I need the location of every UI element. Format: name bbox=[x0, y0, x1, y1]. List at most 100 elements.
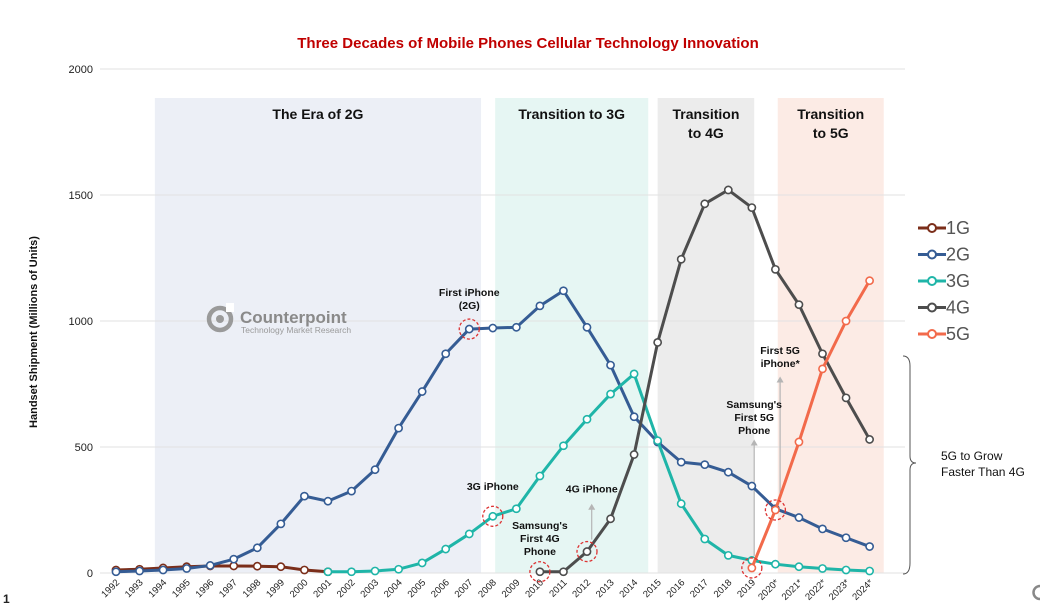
point-2g-2013 bbox=[606, 360, 615, 370]
x-tick-label-1992: 1992 bbox=[99, 577, 122, 600]
legend-swatch-marker-3g bbox=[927, 276, 937, 286]
legend-label-5g: 5G bbox=[946, 324, 970, 344]
point-3g-2001 bbox=[323, 567, 333, 577]
annotation-label-3-line-3: Phone bbox=[524, 546, 556, 558]
series-line-5g bbox=[750, 279, 871, 569]
point-2g-1999 bbox=[276, 519, 286, 529]
point-4g-2015 bbox=[653, 338, 663, 347]
chart-title: Three Decades of Mobile Phones Cellular … bbox=[297, 35, 758, 52]
x-axis-ticks: 1992 1993 1994 1995 1996 1997 1998 1999 2000 2001… bbox=[99, 577, 876, 603]
series-line-1g bbox=[115, 564, 329, 574]
point-3g-2004 bbox=[394, 564, 403, 574]
point-2g-1992 bbox=[111, 567, 121, 577]
annotation-circle-1 bbox=[458, 318, 480, 340]
x-tick-label-2013: 2013 bbox=[594, 577, 617, 600]
legend-swatch-marker-4g bbox=[927, 302, 937, 313]
y-tick-label-500: 500 bbox=[75, 442, 93, 454]
point-3g-2006 bbox=[441, 544, 451, 554]
legend-item-4g: 4G bbox=[918, 298, 970, 318]
series-3g bbox=[323, 369, 874, 577]
annotation-label-2-line-1: 3G iPhone bbox=[467, 481, 519, 493]
point-4g-2019 bbox=[747, 203, 757, 212]
x-tick-label-1997: 1997 bbox=[217, 577, 240, 600]
point-4g-2011 bbox=[559, 567, 568, 577]
point-2g-2021 bbox=[794, 513, 804, 522]
bracket-note-line-2: Faster Than 4G bbox=[941, 465, 1025, 479]
annotation-circles bbox=[458, 318, 787, 583]
annotation-label-3-line-2: First 4G bbox=[520, 533, 560, 545]
x-tick-label-2016: 2016 bbox=[665, 577, 688, 600]
annotation-circle-3 bbox=[529, 561, 551, 583]
logo-name: Counterpoint bbox=[240, 308, 347, 327]
point-2g-2017 bbox=[700, 460, 710, 470]
point-1g-1998 bbox=[252, 561, 262, 571]
point-5g-2023 bbox=[841, 316, 851, 326]
series-lines bbox=[111, 185, 874, 577]
x-tick-label-2020: 2020* bbox=[756, 577, 782, 603]
point-2g-1994 bbox=[158, 565, 168, 575]
x-tick-label-1994: 1994 bbox=[146, 577, 169, 600]
legend: 1G 2G 3G 4G 5G bbox=[918, 218, 970, 344]
counterpoint-logo-icon bbox=[206, 303, 234, 333]
point-2g-2024 bbox=[865, 542, 874, 551]
era-label-3-line-2: to 4G bbox=[688, 125, 724, 141]
point-2g-1995 bbox=[182, 564, 192, 573]
x-tick-label-2018: 2018 bbox=[712, 577, 735, 600]
series-5g bbox=[747, 276, 874, 573]
point-2g-2009 bbox=[511, 322, 521, 332]
page-number: 1 bbox=[3, 592, 10, 606]
legend-item-2g: 2G bbox=[918, 245, 970, 265]
annotation-circle-2 bbox=[482, 505, 504, 527]
annotation-arrowhead-5 bbox=[750, 439, 758, 446]
x-tick-label-2011: 2011 bbox=[547, 577, 569, 599]
x-tick-label-2004: 2004 bbox=[382, 577, 405, 600]
point-2g-2006 bbox=[441, 349, 451, 359]
point-3g-2022 bbox=[818, 564, 827, 573]
x-tick-label-2007: 2007 bbox=[453, 577, 476, 600]
era-band-4 bbox=[777, 98, 884, 573]
annotation-label-3-line-1: Samsung's bbox=[512, 520, 568, 532]
annotation-arrowhead-4 bbox=[588, 503, 596, 510]
point-2g-2008 bbox=[488, 323, 498, 333]
logo-tagline: Technology Market Research bbox=[241, 325, 351, 335]
point-3g-2005 bbox=[417, 558, 427, 568]
point-2g-2010 bbox=[535, 301, 545, 311]
x-tick-label-1996: 1996 bbox=[194, 577, 217, 600]
era-band-1 bbox=[154, 98, 482, 573]
legend-label-3g: 3G bbox=[946, 271, 970, 291]
x-tick-label-1999: 1999 bbox=[264, 577, 287, 600]
x-tick-label-1998: 1998 bbox=[241, 577, 264, 600]
bracket-note-line-1: 5G to Grow bbox=[941, 449, 1003, 463]
era-band-2 bbox=[495, 98, 649, 573]
point-5g-2019 bbox=[747, 563, 757, 573]
annotation-circle-6 bbox=[764, 499, 787, 521]
watermark-logo: Counterpoint Technology Market Research bbox=[206, 303, 351, 335]
point-2g-2000 bbox=[299, 491, 309, 501]
point-4g-2012 bbox=[582, 547, 592, 556]
annotation-arrows bbox=[588, 376, 784, 556]
point-3g-2021 bbox=[794, 562, 804, 572]
y-axis-label: Handset Shipment (Millions of Units) bbox=[28, 236, 40, 428]
era-label-3-line-1: Transition bbox=[672, 106, 739, 122]
y-tick-label-0: 0 bbox=[87, 568, 93, 580]
x-tick-label-2001: 2001 bbox=[311, 577, 334, 600]
point-3g-2020 bbox=[771, 559, 780, 569]
annotation-circle-4 bbox=[576, 540, 598, 563]
legend-label-1g: 1G bbox=[946, 218, 970, 238]
annotation-label-5-line-1: Samsung's bbox=[726, 399, 782, 411]
point-1g-1999 bbox=[276, 562, 286, 572]
x-tick-label-2005: 2005 bbox=[406, 577, 429, 600]
legend-swatch-marker-1g bbox=[927, 223, 937, 233]
legend-swatch-marker-5g bbox=[927, 329, 937, 339]
x-tick-label-2003: 2003 bbox=[358, 577, 381, 600]
point-3g-2016 bbox=[676, 499, 686, 509]
point-4g-2021 bbox=[794, 300, 804, 310]
x-tick-label-2014: 2014 bbox=[617, 577, 640, 600]
point-1g-2000 bbox=[299, 565, 309, 575]
annotation-label-1-line-1: First iPhone bbox=[439, 287, 500, 299]
point-4g-2018 bbox=[723, 185, 733, 195]
legend-label-4g: 4G bbox=[946, 298, 970, 318]
point-4g-2022 bbox=[818, 349, 827, 359]
legend-item-3g: 3G bbox=[918, 271, 970, 291]
